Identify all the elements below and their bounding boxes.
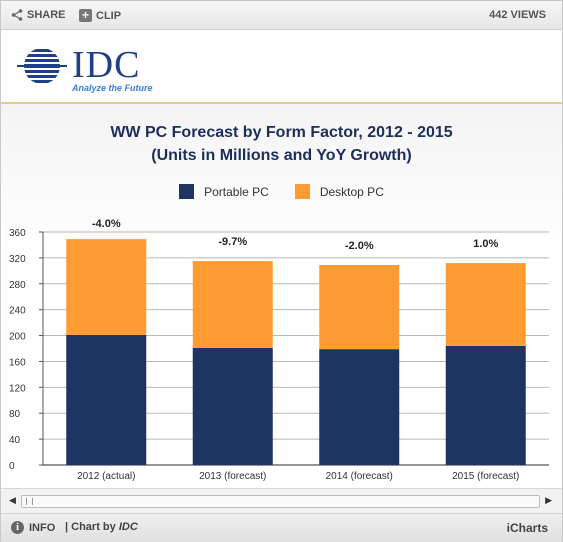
bar-segment[interactable]	[66, 334, 147, 465]
info-icon: i	[11, 521, 24, 534]
bar-segment[interactable]	[192, 347, 273, 465]
share-icon	[11, 9, 23, 21]
growth-label: 1.0%	[473, 238, 498, 250]
legend-label: Desktop PC	[319, 184, 384, 199]
clip-button[interactable]: + CLIP	[79, 9, 121, 22]
chart-subtitle: (Units in Millions and YoY Growth)	[151, 147, 412, 164]
y-tick-label: 320	[9, 254, 26, 265]
views-count: 442 VIEWS	[489, 9, 546, 21]
growth-label: -2.0%	[345, 240, 374, 252]
y-tick-label: 120	[9, 383, 26, 394]
x-tick-label: 2012 (actual)	[77, 471, 135, 482]
legend-swatch	[179, 184, 195, 199]
legend: Portable PC Desktop PC	[1, 184, 562, 199]
scroll-left-icon[interactable]: ◀	[9, 495, 16, 505]
bar-segment[interactable]	[445, 263, 526, 346]
x-tick-label: 2015 (forecast)	[452, 471, 519, 482]
share-label: SHARE	[27, 9, 66, 21]
legend-swatch	[294, 184, 310, 199]
chart-credit-source[interactable]: IDC	[118, 521, 138, 533]
info-label: INFO	[29, 521, 56, 534]
y-tick-label: 360	[9, 228, 26, 239]
y-tick-label: 280	[9, 280, 26, 291]
info-button[interactable]: i INFO	[11, 521, 55, 534]
icharts-brand[interactable]: iCharts	[506, 521, 548, 535]
idc-logo[interactable]: IDC Analyze the Future	[17, 44, 167, 93]
chart-credit: | Chart by IDC	[65, 521, 138, 533]
chart-title: WW PC Forecast by Form Factor, 2012 - 20…	[110, 124, 453, 141]
plot-area: 0 40 80 120 160 200 240 280 320 360 -4.0% 2012 (act…	[9, 218, 549, 482]
legend-item[interactable]: Portable PC	[179, 184, 269, 199]
growth-label: -4.0%	[92, 218, 121, 230]
scroll-right-icon[interactable]: ▶	[545, 495, 552, 505]
bar-segment[interactable]	[319, 349, 400, 465]
bar-segment[interactable]	[319, 265, 400, 350]
chart-credit-prefix: | Chart by	[65, 521, 116, 533]
logo-band: IDC Analyze the Future	[1, 30, 562, 104]
y-tick-label: 240	[9, 306, 26, 317]
y-tick-label: 0	[9, 461, 15, 472]
chart-area: WW PC Forecast by Form Factor, 2012 - 20…	[1, 104, 562, 487]
x-tick-label: 2014 (forecast)	[326, 471, 393, 482]
y-tick-label: 40	[9, 435, 21, 446]
plus-icon: +	[79, 9, 92, 22]
bar-segment[interactable]	[445, 345, 526, 465]
legend-label: Portable PC	[204, 184, 269, 199]
bar-segment[interactable]	[66, 239, 147, 335]
legend-item[interactable]: Desktop PC	[294, 184, 384, 199]
bar-segment[interactable]	[192, 261, 273, 348]
globe-icon	[17, 48, 67, 84]
share-button[interactable]: SHARE	[11, 9, 66, 21]
scroll-track[interactable]	[21, 495, 540, 508]
horizontal-scrollbar[interactable]: ◀ ▶	[1, 488, 562, 513]
scroll-thumb[interactable]	[26, 498, 33, 505]
y-tick-label: 80	[9, 409, 21, 420]
clip-label: CLIP	[96, 9, 122, 22]
x-tick-label: 2013 (forecast)	[199, 471, 266, 482]
logo-text: IDC	[72, 44, 141, 86]
growth-label: -9.7%	[218, 236, 247, 248]
top-toolbar: SHARE + CLIP 442 VIEWS	[1, 1, 562, 30]
y-tick-label: 160	[9, 357, 26, 368]
logo-tagline: Analyze the Future	[72, 83, 153, 93]
y-tick-label: 200	[9, 332, 26, 343]
bottom-bar: i INFO | Chart by IDC iCharts	[1, 513, 562, 542]
